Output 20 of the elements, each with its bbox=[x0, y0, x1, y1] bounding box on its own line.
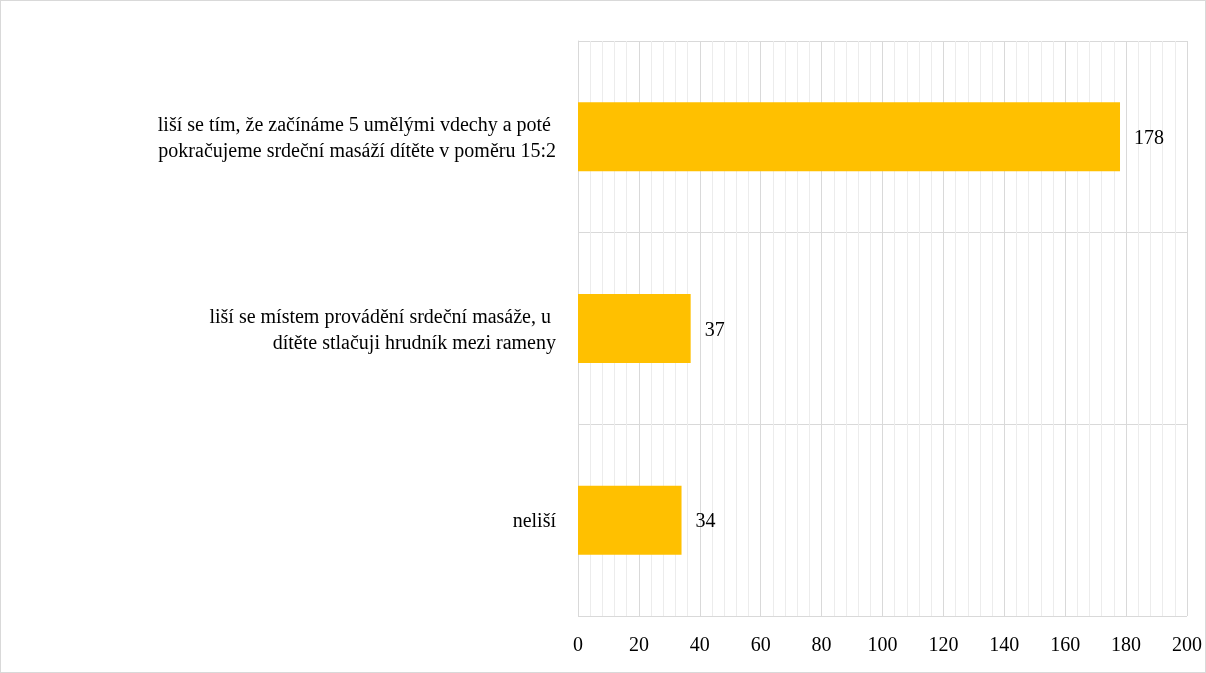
x-tick-label: 120 bbox=[928, 633, 959, 655]
x-tick-label: 100 bbox=[867, 633, 898, 655]
x-tick-label: 40 bbox=[689, 633, 710, 655]
x-tick-label: 200 bbox=[1172, 633, 1202, 655]
data-label: 34 bbox=[695, 509, 716, 532]
x-tick-label: 60 bbox=[750, 633, 771, 655]
x-tick-label: 80 bbox=[811, 633, 832, 655]
y-tick-label: liší se tím, že začínáme 5 umělými vdechy a poté pokračujeme srdeční masáží dítěte v poměru 15:2 bbox=[157, 112, 556, 162]
data-label: 178 bbox=[1134, 125, 1165, 148]
x-tick-label: 20 bbox=[628, 633, 649, 655]
bar bbox=[578, 294, 691, 363]
bar bbox=[578, 485, 682, 555]
x-tick-label: 0 bbox=[573, 633, 583, 655]
x-tick-label: 140 bbox=[989, 633, 1020, 655]
bar bbox=[578, 102, 1121, 172]
data-label: 37 bbox=[704, 317, 725, 340]
y-tick-label: liší se místem provádění srdeční masáže, u dítěte stlačuji hrudník mezi rameny bbox=[209, 304, 556, 354]
x-tick-label: 180 bbox=[1111, 633, 1142, 655]
x-tick-label: 160 bbox=[1050, 633, 1081, 655]
y-tick-label: neliší bbox=[512, 509, 557, 532]
